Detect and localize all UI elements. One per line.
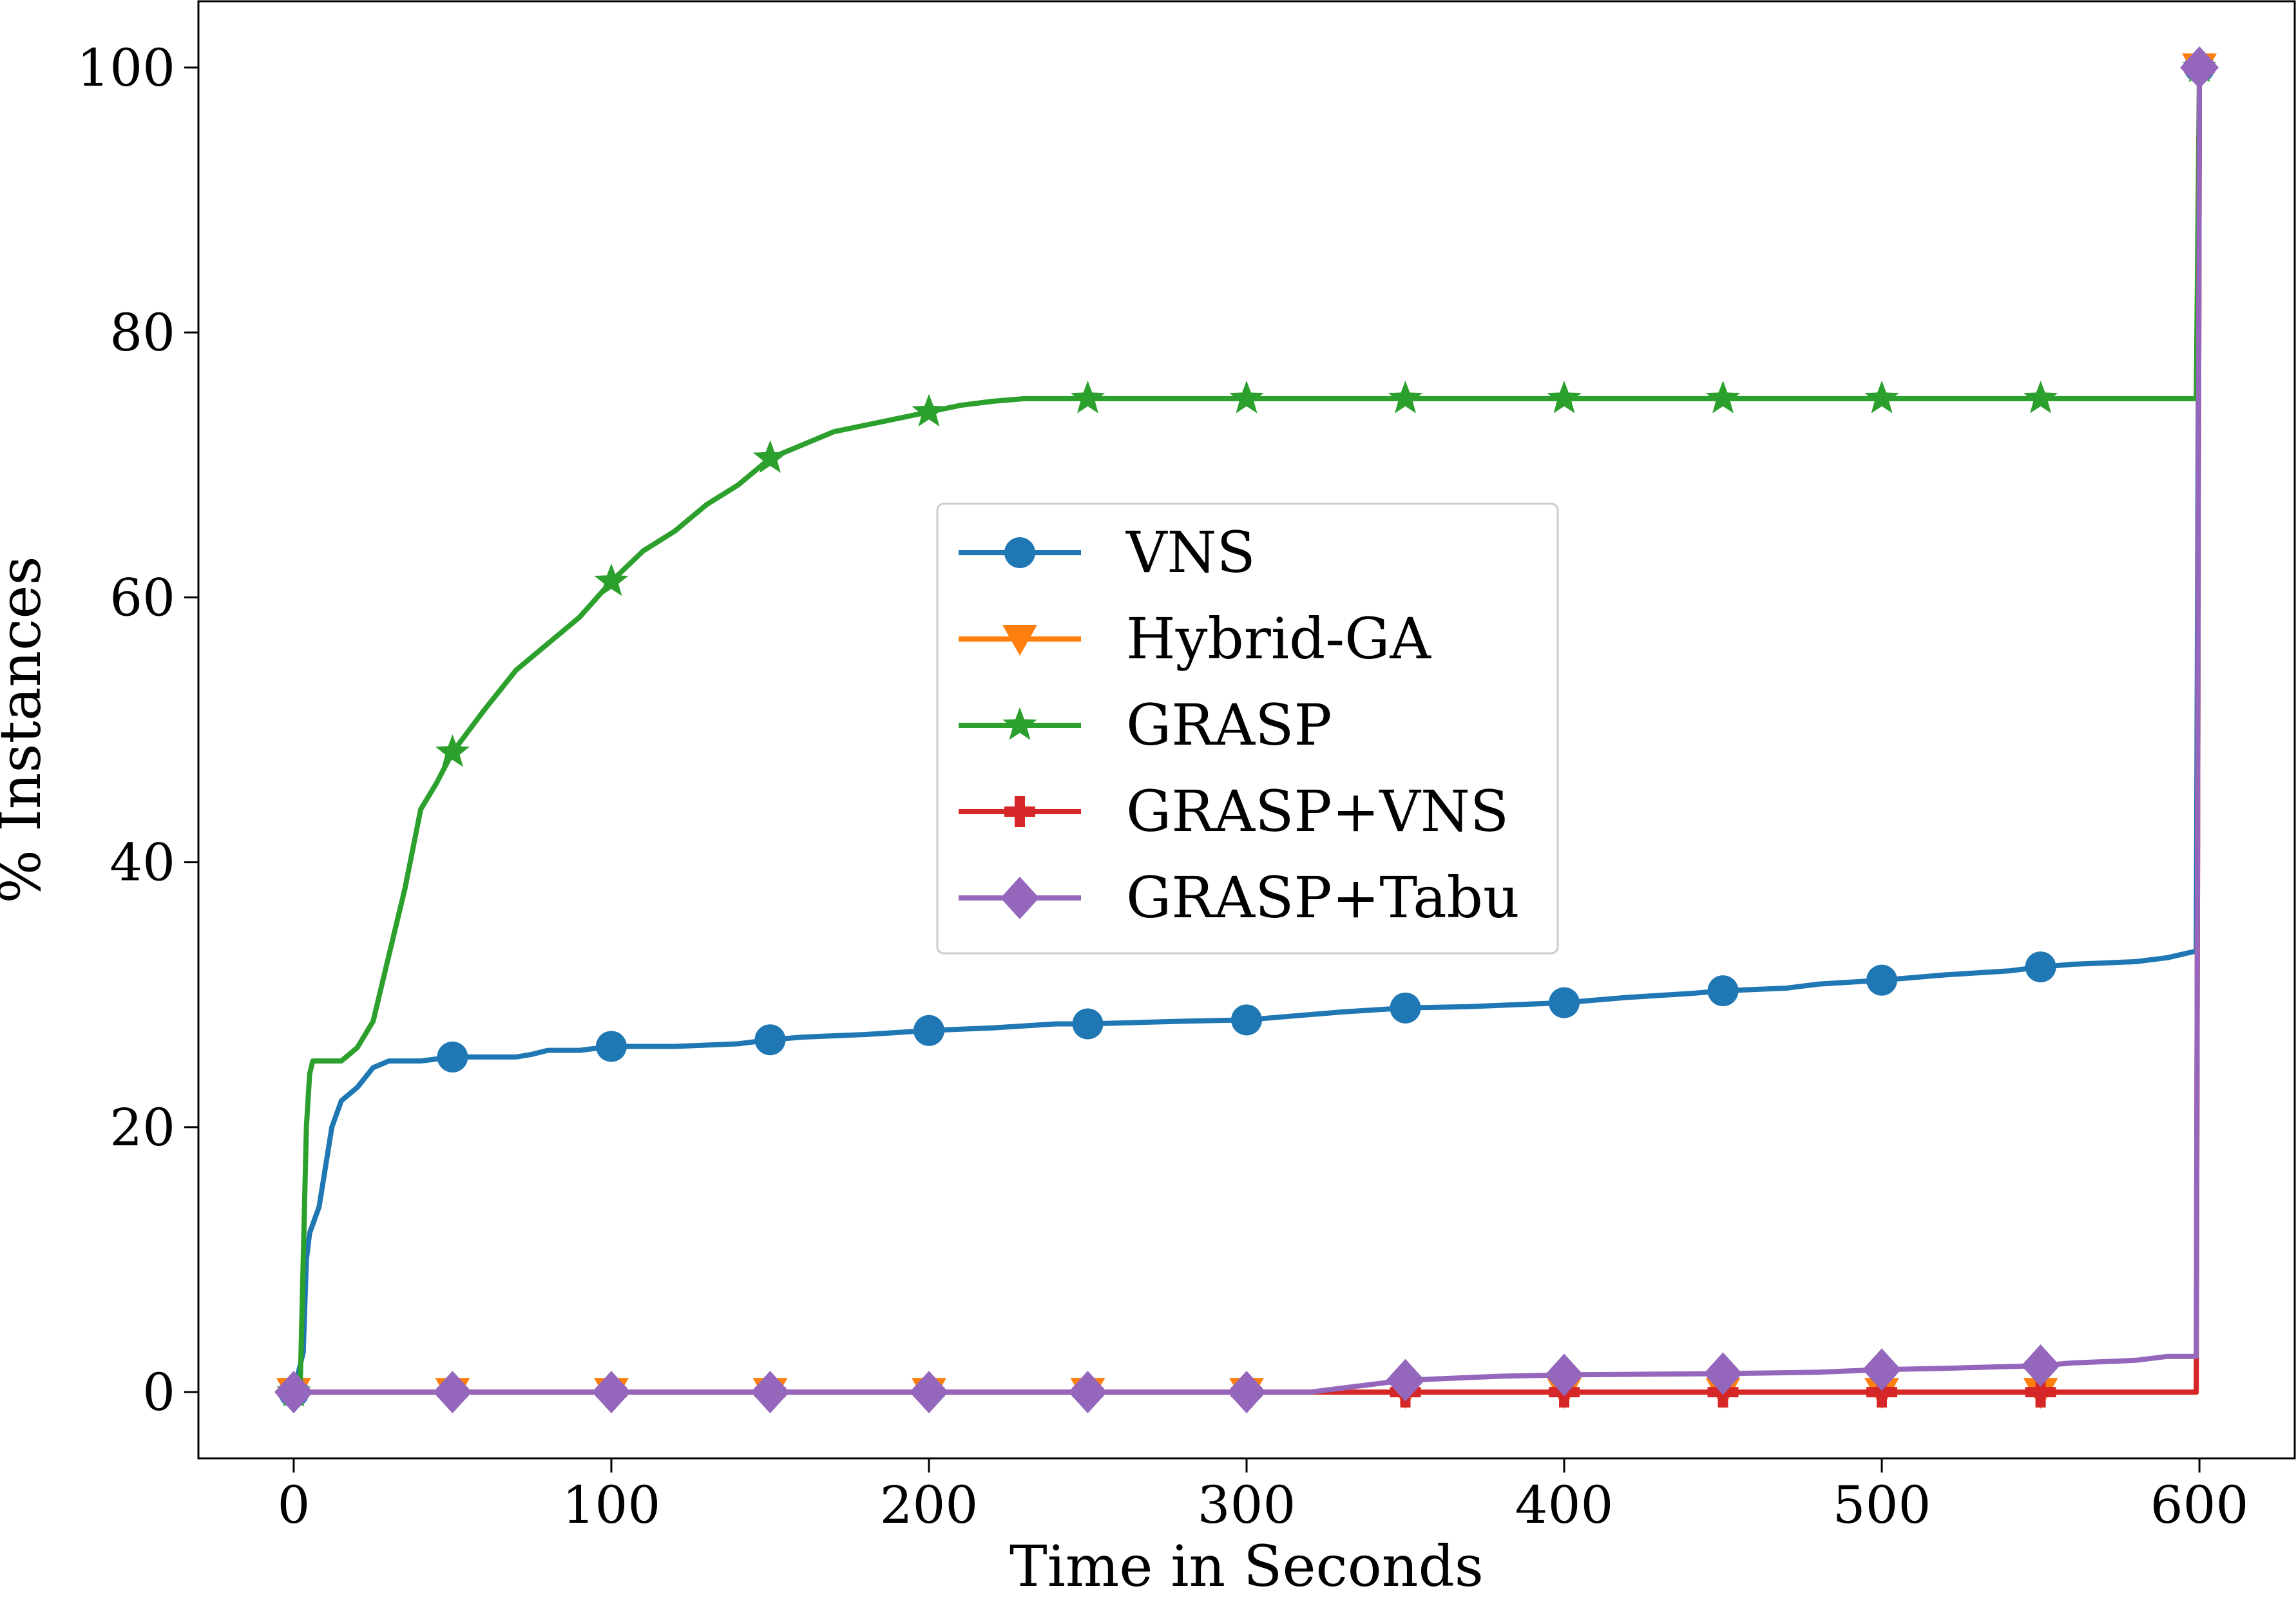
legend-marker: [1002, 625, 1037, 656]
data-point-grasp-tabu: [1703, 1352, 1743, 1395]
data-point-vns: [1866, 964, 1898, 996]
data-point-vns: [437, 1041, 468, 1073]
legend-label: GRASP: [1126, 692, 1332, 758]
legend-label: Hybrid-GA: [1126, 606, 1431, 672]
data-point-grasp-tabu: [2021, 1344, 2060, 1387]
data-point-vns: [913, 1015, 944, 1046]
series-grasp-tabu: [274, 46, 2219, 1414]
x-tick-label: 500: [1833, 1475, 1931, 1535]
y-tick-label: 40: [110, 833, 175, 893]
data-point-vns: [1707, 975, 1739, 1007]
legend-label: GRASP+VNS: [1126, 778, 1509, 844]
data-point-vns: [1549, 987, 1580, 1018]
y-tick-label: 60: [110, 567, 175, 627]
x-tick-label: 0: [277, 1475, 310, 1535]
data-point-grasp: [912, 394, 946, 427]
data-point-grasp-tabu: [1386, 1359, 1425, 1402]
y-tick-label: 100: [77, 38, 175, 98]
legend-entry-grasp-tabu: GRASP+Tabu: [959, 864, 1520, 931]
data-point-grasp: [1070, 380, 1105, 414]
data-point-grasp-tabu: [2180, 46, 2219, 89]
data-point-grasp: [1547, 380, 1582, 414]
y-tick-label: 0: [142, 1362, 175, 1422]
y-axis-label: % Instances: [0, 556, 53, 903]
data-point-vns: [2025, 951, 2056, 983]
x-tick-label: 600: [2150, 1475, 2249, 1535]
legend-entry-vns: VNS: [959, 519, 1256, 586]
data-point-vns: [595, 1031, 627, 1062]
data-point-vns: [1072, 1008, 1104, 1040]
data-point-grasp: [594, 563, 629, 596]
legend: VNS Hybrid-GA GRASP GRASP+VNS GRASP+Tabu: [936, 502, 1559, 955]
x-axis-label: Time in Seconds: [1009, 1533, 1484, 1599]
x-tick-label: 400: [1515, 1475, 1614, 1535]
x-tick-label: 200: [880, 1475, 979, 1535]
legend-marker: [1002, 707, 1037, 740]
data-point-grasp-tabu: [274, 1371, 313, 1414]
data-point-grasp: [435, 734, 470, 767]
series-line-grasp: [293, 67, 2203, 1395]
data-point-grasp-tabu: [751, 1371, 790, 1414]
data-point-vns: [1390, 992, 1421, 1024]
data-point-grasp-tabu: [1545, 1353, 1584, 1397]
data-point-grasp-tabu: [1068, 1371, 1107, 1414]
data-point-grasp-tabu: [1227, 1371, 1266, 1414]
x-tick-label: 100: [562, 1475, 661, 1535]
x-tick-label: 300: [1198, 1475, 1296, 1535]
data-point-vns: [754, 1024, 786, 1056]
legend-marker: [1000, 877, 1039, 919]
legend-entry-hybrid-ga: Hybrid-GA: [959, 606, 1431, 672]
data-point-grasp-vns: [2025, 1377, 2056, 1408]
data-point-grasp-tabu: [909, 1371, 948, 1414]
data-point-grasp: [752, 440, 788, 473]
data-point-grasp-tabu: [433, 1371, 472, 1414]
data-point-vns: [1231, 1004, 1262, 1036]
legend-entry-grasp-vns: GRASP+VNS: [959, 778, 1509, 844]
legend-marker: [1004, 537, 1035, 568]
data-point-grasp-tabu: [1862, 1348, 1902, 1391]
data-point-grasp: [1864, 380, 1899, 414]
legend-label: VNS: [1125, 519, 1256, 586]
legend-entry-grasp: GRASP: [959, 692, 1332, 758]
y-tick-label: 20: [110, 1098, 175, 1158]
legend-marker: [1004, 796, 1035, 827]
y-tick-label: 80: [110, 303, 175, 363]
legend-box: [936, 502, 1559, 955]
data-point-grasp: [2023, 380, 2058, 414]
data-point-grasp-tabu: [591, 1371, 631, 1414]
legend-label: GRASP+Tabu: [1126, 864, 1520, 931]
data-point-grasp: [1229, 380, 1264, 414]
data-point-grasp: [1705, 380, 1741, 414]
data-point-grasp: [1388, 380, 1423, 414]
